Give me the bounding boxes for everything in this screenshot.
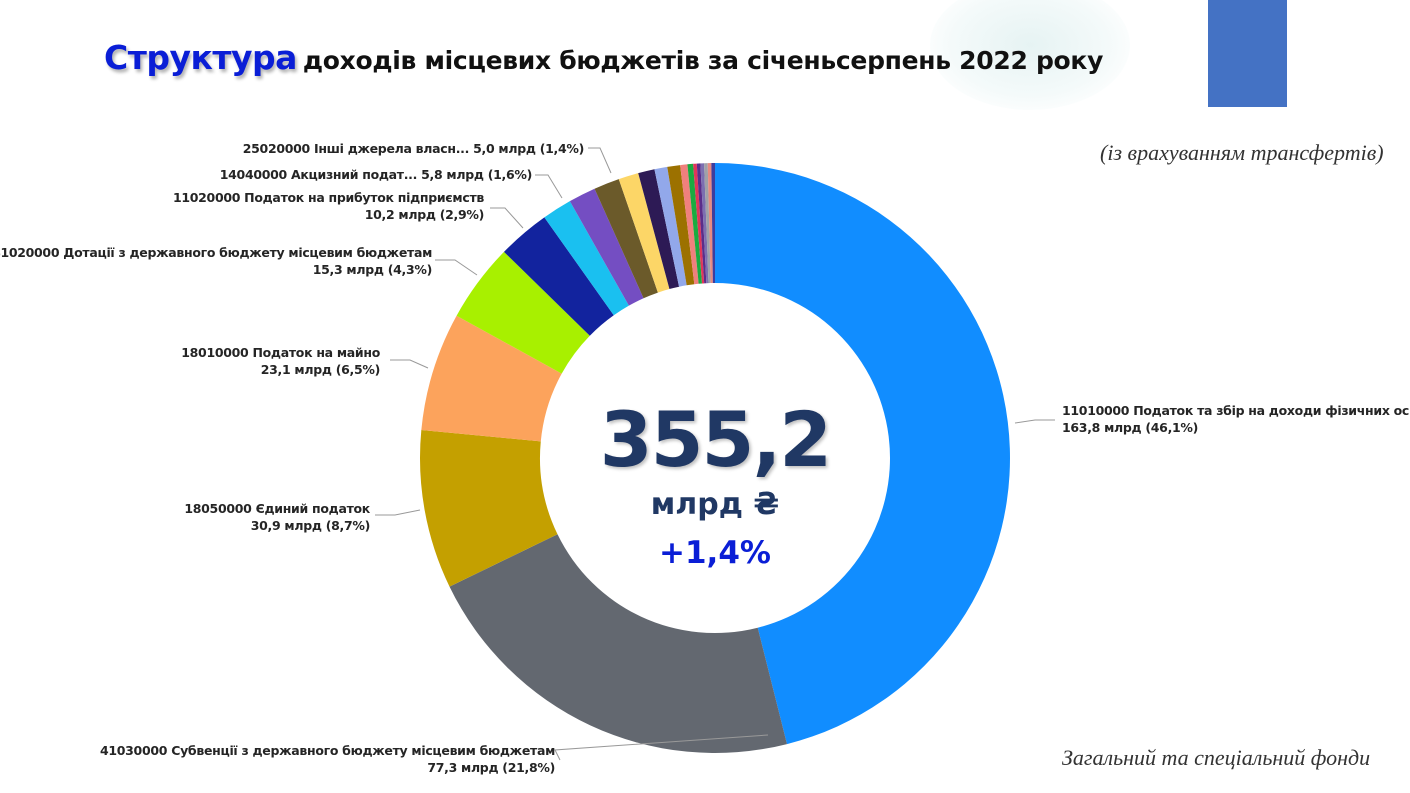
total-value: 355,2 xyxy=(599,395,832,484)
leader-line-other-own xyxy=(588,147,612,174)
slice-label-single-tax: 18050000 Єдиний податок 30,9 млрд (8,7%) xyxy=(184,500,370,534)
decorative-blue-rectangle xyxy=(1208,0,1287,107)
donut-slice-1 xyxy=(449,534,787,753)
leader-lines xyxy=(375,147,1055,761)
title-highlight: Структура xyxy=(104,38,297,77)
slice-label-value: 30,9 млрд (8,7%) xyxy=(250,518,371,533)
slice-label-value: 23,1 млрд (6,5%) xyxy=(260,362,381,377)
growth-value: +1,4% xyxy=(659,535,771,571)
slice-label-other-own: 25020000 Інші джерела власн... 5,0 млрд … xyxy=(242,140,585,157)
slice-label-name: 14040000 Акцизний подат... xyxy=(219,167,418,182)
slice-label-profit-tax: 11020000 Податок на прибуток підприємств… xyxy=(173,189,484,223)
slice-label-value: 163,8 млрд (46,1%) xyxy=(1062,420,1199,435)
title-rest: доходів місцевих бюджетів за січеньсерпе… xyxy=(302,46,1104,75)
donut-slice-12 xyxy=(667,165,695,286)
slice-label-name: 41030000 Субвенції з державного бюджету … xyxy=(99,743,555,758)
total-unit: млрд ₴ xyxy=(650,487,780,522)
slice-label-property-tax: 18010000 Податок на майно 23,1 млрд (6,5… xyxy=(181,344,380,378)
donut-slice-5 xyxy=(503,217,614,336)
donut-slice-11 xyxy=(654,166,687,287)
donut-slice-19 xyxy=(707,163,713,284)
donut-slice-2 xyxy=(419,430,558,587)
slice-label-pdfo: 11010000 Податок та збір на доходи фізич… xyxy=(1062,402,1410,436)
donut-slice-17 xyxy=(700,163,709,284)
donut-slice-9 xyxy=(618,173,670,293)
donut-slice-15 xyxy=(693,163,705,284)
leader-line-subventions xyxy=(554,734,769,761)
slice-label-name: 25020000 Інші джерела власн... xyxy=(242,141,470,156)
slice-label-excise: 14040000 Акцизний подат... 5,8 млрд (1,6… xyxy=(219,166,533,183)
slice-label-name: 18050000 Єдиний податок xyxy=(184,501,370,516)
note-funds: Загальний та спеціальний фонди xyxy=(1062,745,1371,770)
donut-center: 355,2 млрд ₴ +1,4% xyxy=(565,395,865,581)
page-title: Структура доходів місцевих бюджетів за сі… xyxy=(104,38,1103,77)
slice-label-name: 41020000 Дотації з державного бюджету мі… xyxy=(0,245,432,260)
donut-slice-10 xyxy=(638,169,680,290)
donut-slice-6 xyxy=(544,201,629,316)
donut-slice-13 xyxy=(680,164,699,285)
donut-slice-20 xyxy=(711,163,715,284)
donut-slice-16 xyxy=(696,163,707,284)
slice-label-name: 18010000 Податок на майно xyxy=(181,345,380,360)
donut-slice-4 xyxy=(456,251,590,374)
slice-label-name: 11010000 Податок та збір на доходи фізич… xyxy=(1062,403,1410,418)
slice-label-value: 10,2 млрд (2,9%) xyxy=(364,207,485,222)
slice-label-value: 5,0 млрд (1,4%) xyxy=(473,141,584,156)
donut-slice-0 xyxy=(715,163,1010,745)
leader-line-pdfo xyxy=(1014,419,1055,424)
leader-line-excise xyxy=(535,174,563,199)
slice-label-value: 15,3 млрд (4,3%) xyxy=(312,262,433,277)
donut-slice-8 xyxy=(594,179,658,299)
note-with-transfers: (із врахуванням трансфертів) xyxy=(1100,140,1384,165)
leader-line-profit-tax xyxy=(490,207,524,229)
slice-label-value: 77,3 млрд (21,8%) xyxy=(427,760,555,775)
background-glow xyxy=(930,0,1130,110)
slice-label-name: 11020000 Податок на прибуток підприємств xyxy=(172,190,484,205)
donut-slice-18 xyxy=(704,163,711,284)
leader-line-property-tax xyxy=(390,359,429,369)
slice-label-grants: 41020000 Дотації з державного бюджету мі… xyxy=(0,244,432,278)
donut-slice-7 xyxy=(569,188,644,306)
slice-label-subventions: 41030000 Субвенції з державного бюджету … xyxy=(100,742,555,776)
leader-line-single-tax xyxy=(375,509,421,516)
slice-label-value: 5,8 млрд (1,6%) xyxy=(421,167,532,182)
donut-slice-14 xyxy=(687,163,703,284)
donut-slice-3 xyxy=(421,315,562,442)
leader-line-grants xyxy=(435,259,478,276)
